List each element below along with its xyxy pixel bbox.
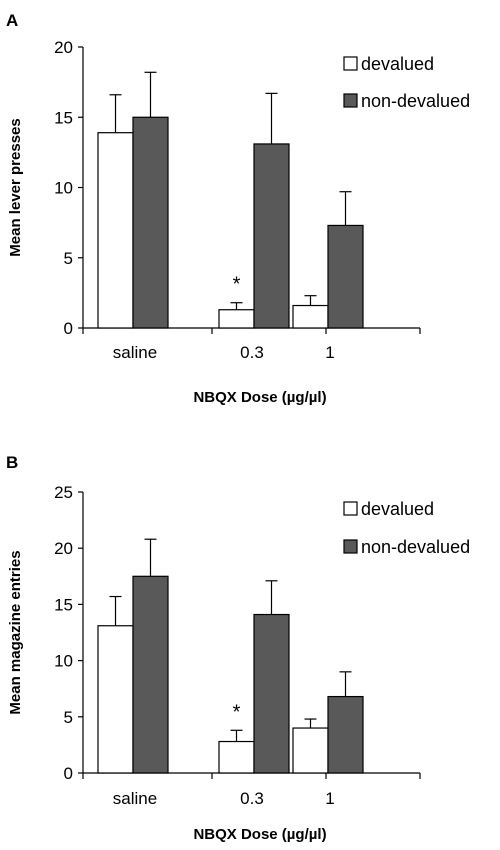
bar-devalued [292, 727, 329, 774]
chart-panel-b: B 0 5 10 15 20 25 saline * 0.3 1 NBQX Dose (µg/µl) M… [6, 453, 470, 843]
legend-label: devalued [361, 499, 434, 519]
bar-non-devalued [132, 575, 169, 774]
chart-panel-a: A 0 5 10 15 20 saline * 0.3 1 NBQX Dose (µg/µl) Mea… [6, 11, 470, 406]
y-tick-label: 10 [54, 179, 73, 198]
bar-non-devalued [327, 224, 364, 329]
y-tick-label: 0 [64, 319, 73, 338]
bar-non-devalued [253, 613, 290, 774]
y-tick-label: 15 [54, 595, 73, 614]
bar-devalued [97, 132, 134, 329]
bar-devalued [97, 625, 134, 774]
y-tick-label: 0 [64, 764, 73, 783]
panel-letter: A [6, 11, 18, 30]
bar-devalued [218, 740, 255, 774]
legend-swatch-non-devalued [343, 93, 358, 108]
y-tick-label: 10 [54, 652, 73, 671]
legend-label: non-devalued [361, 537, 470, 557]
x-category-label: 1 [325, 343, 334, 362]
y-axis-title: Mean lever presses [7, 118, 24, 256]
y-axis-title: Mean magazine entries [7, 550, 24, 714]
bar-devalued [292, 304, 329, 329]
y-tick-label: 20 [54, 38, 73, 57]
x-axis-title: NBQX Dose (µg/µl) [193, 826, 326, 843]
x-category-label: saline [113, 789, 157, 808]
y-tick-label: 5 [64, 249, 73, 268]
y-tick-label: 5 [64, 708, 73, 727]
y-tick-label: 25 [54, 483, 73, 502]
bar-non-devalued [132, 116, 169, 329]
bar-devalued [218, 309, 255, 329]
legend-swatch-devalued [343, 501, 358, 516]
significance-marker: * [233, 274, 241, 296]
y-tick-label: 20 [54, 539, 73, 558]
legend-label: non-devalued [361, 91, 470, 111]
y-tick-label: 15 [54, 108, 73, 127]
legend-swatch-devalued [343, 56, 358, 71]
legend-swatch-non-devalued [343, 539, 358, 554]
legend-label: devalued [361, 54, 434, 74]
x-category-label: 0.3 [240, 789, 264, 808]
significance-marker: * [233, 701, 241, 723]
panel-letter: B [6, 453, 18, 472]
x-axis-title: NBQX Dose (µg/µl) [193, 389, 326, 406]
x-category-label: 1 [325, 789, 334, 808]
bar-non-devalued [327, 695, 364, 774]
bar-non-devalued [253, 143, 290, 329]
x-category-label: saline [113, 343, 157, 362]
x-category-label: 0.3 [240, 343, 264, 362]
